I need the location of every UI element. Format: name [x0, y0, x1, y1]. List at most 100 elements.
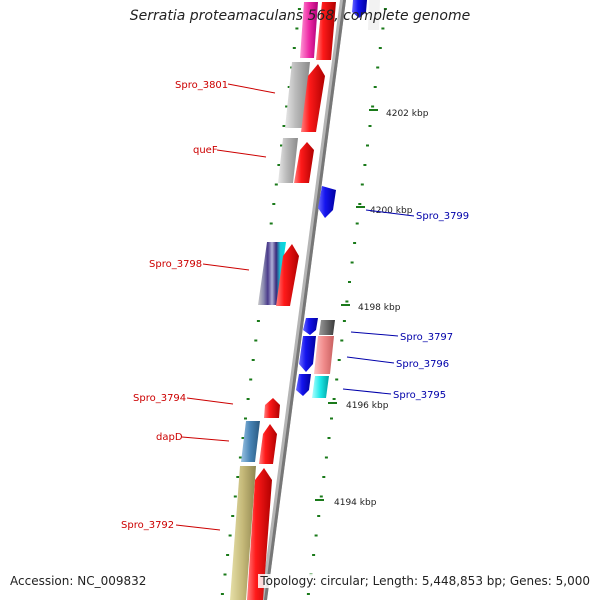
tick-dot — [231, 515, 235, 517]
tick-dot — [363, 164, 367, 166]
gene-label-spro-3795[interactable]: Spro_3795 — [393, 390, 446, 401]
tick-dot — [330, 417, 333, 420]
gene-label-dapd[interactable]: dapD — [156, 432, 183, 443]
reverse-gene-labels: Spro_3799 Spro_3797 Spro_3796 Spro_3795 — [342, 209, 469, 401]
tick-dot — [236, 476, 240, 478]
gene-label-spro-3797[interactable]: Spro_3797 — [400, 332, 453, 343]
tick-dot — [373, 86, 377, 88]
topology-label: Topology: circular; Length: 5,448,853 bp… — [258, 574, 592, 588]
gene-arrow[interactable] — [296, 374, 311, 396]
tick-dot — [251, 359, 255, 361]
tick-dot — [340, 339, 344, 342]
tick-dot — [342, 320, 346, 322]
tick-dot — [228, 534, 232, 537]
accession-label: Accession: NC_009832 — [8, 574, 149, 588]
gene-block[interactable] — [278, 138, 298, 183]
tick-dot — [381, 27, 385, 30]
gene-block[interactable] — [368, 0, 380, 30]
tick-dot — [317, 515, 321, 517]
gene-label-spro-3792[interactable]: Spro_3792 — [121, 520, 174, 531]
tick-dot — [295, 27, 299, 30]
gene-block[interactable] — [230, 466, 256, 600]
forward-gene-labels: Spro_3801 queF Spro_3798 Spro_3794 dapD … — [121, 80, 276, 531]
tick-dot — [256, 320, 260, 322]
gene-arrow[interactable] — [294, 142, 314, 183]
tick-dot — [223, 573, 227, 576]
gene-arrow[interactable] — [318, 186, 336, 218]
tick-dot — [371, 105, 375, 108]
tick-dot — [319, 495, 323, 498]
gene-label-spro-3794[interactable]: Spro_3794 — [133, 393, 186, 404]
tick-label: 4198 kbp — [358, 303, 401, 313]
tick-dot — [368, 125, 372, 127]
outer-tick-track — [306, 8, 387, 595]
forward-genes — [230, 2, 336, 600]
genome-backbone — [261, 0, 346, 600]
tick-dot — [277, 164, 281, 166]
tick-dot — [254, 339, 258, 342]
tick-label: 4196 kbp — [346, 401, 389, 411]
gene-arrow[interactable] — [299, 336, 316, 372]
tick-dot — [358, 203, 362, 205]
gene-arrow[interactable] — [259, 424, 277, 464]
page-title: Serratia proteamaculans 568, complete ge… — [129, 8, 471, 24]
gene-label-spro-3799[interactable]: Spro_3799 — [416, 211, 469, 222]
tick-dot — [383, 8, 387, 10]
gene-label-spro-3798[interactable]: Spro_3798 — [149, 259, 202, 270]
gene-block[interactable] — [312, 376, 329, 398]
tick-marks — [315, 109, 378, 501]
tick-dot — [353, 242, 357, 244]
gene-block[interactable] — [300, 2, 318, 58]
tick-dot — [287, 86, 291, 88]
tick-dot — [272, 203, 276, 205]
tick-dot — [378, 47, 382, 49]
gene-arrow[interactable] — [276, 244, 299, 306]
tick-labels: 4202 kbp 4200 kbp 4198 kbp 4196 kbp 4194… — [334, 109, 429, 508]
tick-dot — [345, 300, 349, 303]
gene-block[interactable] — [314, 336, 334, 374]
tick-dot — [249, 378, 253, 381]
tick-dot — [238, 456, 242, 459]
tick-dot — [297, 8, 301, 10]
tick-dot — [274, 183, 278, 186]
gene-arrow[interactable] — [316, 2, 336, 60]
gene-block[interactable] — [241, 421, 260, 462]
tick-dot — [280, 144, 283, 147]
tick-dot — [332, 398, 336, 400]
tick-dot — [350, 261, 354, 264]
tick-dot — [337, 359, 341, 361]
tick-dot — [312, 554, 316, 556]
tick-dot — [322, 476, 326, 478]
tick-dot — [335, 378, 339, 381]
tick-dot — [241, 437, 245, 439]
gene-arrow[interactable] — [301, 64, 325, 132]
tick-dot — [233, 495, 237, 498]
tick-dot — [292, 47, 296, 49]
tick-dot — [314, 534, 318, 537]
tick-dot — [226, 554, 230, 556]
tick-dot — [246, 398, 250, 400]
tick-dot — [244, 417, 247, 420]
gene-block[interactable] — [319, 320, 335, 335]
gene-arrow[interactable] — [352, 0, 367, 18]
tick-dot — [269, 222, 273, 225]
reverse-genes — [296, 0, 380, 398]
gene-label-quef[interactable]: queF — [193, 145, 218, 156]
tick-dot — [348, 281, 351, 283]
gene-arrow[interactable] — [303, 318, 318, 335]
tick-dot — [360, 183, 364, 186]
tick-label: 4202 kbp — [386, 109, 429, 119]
gene-arrow[interactable] — [247, 468, 272, 600]
tick-dot — [220, 593, 224, 595]
gene-label-spro-3801[interactable]: Spro_3801 — [175, 80, 228, 91]
tick-dot — [376, 66, 380, 69]
tick-dot — [327, 437, 331, 439]
tick-dot — [306, 593, 310, 595]
gene-arrow[interactable] — [264, 398, 280, 418]
tick-dot — [285, 105, 289, 108]
tick-dot — [366, 144, 369, 147]
tick-dot — [282, 125, 286, 127]
gene-label-spro-3796[interactable]: Spro_3796 — [396, 359, 449, 370]
